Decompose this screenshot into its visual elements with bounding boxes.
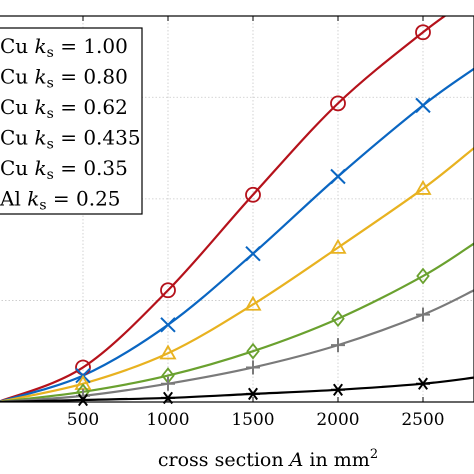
series-4-point-3 [246, 360, 260, 375]
series-4-point-4 [331, 338, 345, 353]
series-markers [74, 24, 432, 407]
series-1-point-2 [160, 317, 176, 333]
series-1-point-5 [415, 97, 431, 114]
x-tick-label-2: 1500 [231, 410, 274, 430]
series-4-point-5 [416, 307, 430, 322]
series-3-point-4 [331, 310, 345, 328]
legend-entry-0: Cu ks = 1.00 [0, 34, 128, 61]
legend-box [0, 27, 143, 215]
legend: Cu ks = 1.00 Cu ks = 0.80 Cu ks = 0.62 Cu k… [0, 27, 143, 215]
x-tick-label-4: 2500 [401, 410, 444, 430]
x-axis-label: cross section A in mm2 [158, 447, 378, 471]
series-4-point-2 [161, 376, 175, 391]
x-tick-label-1: 1000 [146, 410, 189, 430]
x-tick-label-3: 2000 [316, 410, 359, 430]
series-0-point-3 [245, 186, 261, 203]
series-2-point-5 [414, 179, 432, 195]
series-3-point-5 [416, 267, 430, 285]
grid-lines [0, 16, 474, 402]
series-1-point-4 [330, 168, 346, 185]
x-tick-label-0: 500 [67, 410, 99, 430]
x-ticks: 500 1000 1500 2000 2500 [67, 16, 445, 430]
series-5-point-5 [416, 377, 430, 390]
series-0-point-5 [415, 24, 431, 41]
series-2-point-3 [244, 295, 262, 311]
series-line-0 [0, 16, 447, 402]
series-3-point-3 [246, 342, 260, 360]
series-2-point-4 [329, 238, 347, 254]
legend-entry-3: Cu ks = 0.435 [0, 126, 141, 153]
legend-entry-5: Al ks = 0.25 [0, 187, 121, 214]
series-5-point-4 [331, 383, 345, 397]
legend-entry-4: Cu ks = 0.35 [0, 156, 128, 183]
series-2-point-2 [159, 344, 177, 360]
legend-entry-1: Cu ks = 0.80 [0, 65, 128, 92]
legend-entry-2: Cu ks = 0.62 [0, 95, 128, 122]
series-0-point-2 [160, 282, 176, 299]
plot-frame [0, 15, 474, 403]
series-5-point-3 [246, 387, 260, 401]
series-1-point-3 [245, 245, 261, 262]
series-0-point-4 [330, 95, 346, 112]
